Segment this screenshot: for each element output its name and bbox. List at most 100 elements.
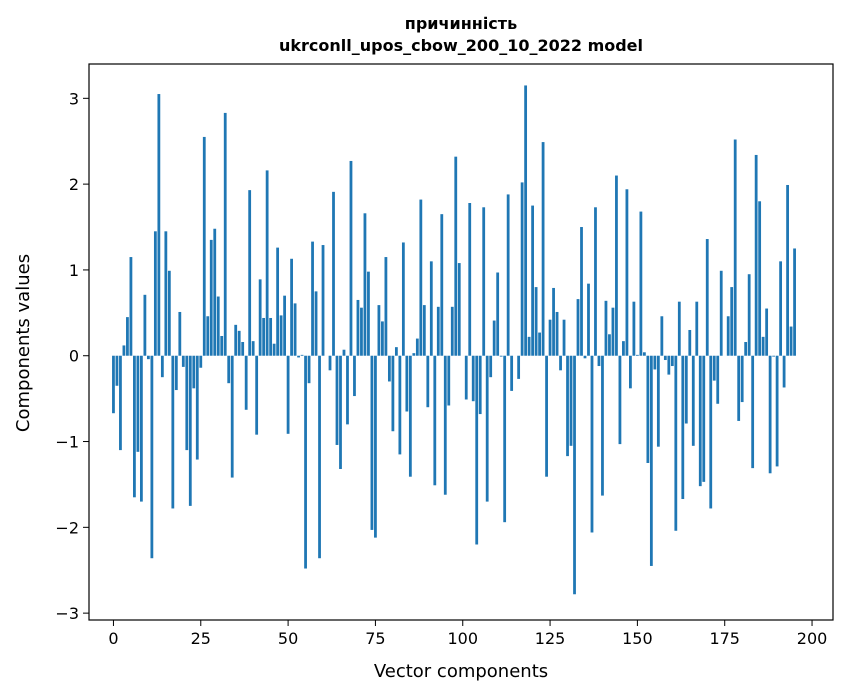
bar <box>258 279 262 356</box>
bar <box>758 201 762 356</box>
x-tick-label: 125 <box>535 629 566 648</box>
bar <box>653 355 657 370</box>
x-tick-label: 25 <box>191 629 211 648</box>
y-tick-label: −1 <box>55 433 79 452</box>
x-axis-ticks: 0 25 50 75 100 125 150 175 200 <box>108 620 827 648</box>
bar <box>290 258 293 356</box>
x-tick-label: 175 <box>709 629 740 648</box>
bar <box>786 184 789 356</box>
bar <box>405 355 409 412</box>
bar <box>436 306 440 356</box>
bar <box>478 355 482 415</box>
bar <box>541 142 545 356</box>
x-tick-label: 75 <box>365 629 385 648</box>
bar <box>705 239 709 356</box>
bar <box>482 207 486 356</box>
bar <box>195 355 199 460</box>
bar <box>520 182 524 356</box>
bar <box>223 112 227 356</box>
bar <box>527 336 531 356</box>
bar <box>209 239 213 356</box>
bar <box>122 345 126 356</box>
bar <box>192 355 196 389</box>
bar <box>300 354 304 356</box>
bar <box>485 355 489 502</box>
bar <box>185 355 189 451</box>
bar <box>688 329 692 356</box>
bar <box>360 307 363 356</box>
bar <box>401 242 405 356</box>
bar-series <box>112 85 796 595</box>
bar <box>782 355 786 388</box>
y-tick-label: −2 <box>55 518 79 537</box>
bar <box>552 287 555 356</box>
bar <box>538 332 541 356</box>
bar <box>112 355 115 414</box>
y-tick-label: −3 <box>55 604 79 623</box>
bar <box>601 355 604 496</box>
bar <box>276 247 280 356</box>
bar <box>597 355 601 367</box>
bar <box>656 355 660 447</box>
bar <box>160 355 164 378</box>
bar <box>199 355 203 368</box>
bar <box>244 355 248 410</box>
bar <box>573 355 576 595</box>
bar <box>304 355 307 569</box>
bar <box>737 355 741 421</box>
bar <box>545 355 548 477</box>
bar <box>440 214 444 356</box>
x-tick-label: 50 <box>278 629 298 648</box>
bar <box>765 308 769 356</box>
bar <box>534 287 538 356</box>
bar <box>269 317 273 356</box>
bar <box>307 355 311 384</box>
bar <box>279 315 283 356</box>
chart-title-line-1: причинність <box>405 14 517 33</box>
bar <box>524 85 528 356</box>
bar <box>496 272 500 356</box>
bar <box>730 287 734 356</box>
bar <box>635 354 639 356</box>
bar <box>311 241 314 356</box>
bar <box>174 355 178 391</box>
bar <box>646 355 650 463</box>
bar <box>454 156 458 356</box>
bar <box>143 294 147 356</box>
bar <box>206 316 210 356</box>
bar <box>639 211 643 356</box>
bar <box>202 136 206 356</box>
bar <box>667 355 671 375</box>
bar <box>712 355 716 381</box>
bar <box>761 336 765 356</box>
bar <box>377 305 381 356</box>
bar <box>353 355 356 397</box>
bar <box>115 355 119 386</box>
bar <box>604 300 608 356</box>
bar <box>408 355 412 477</box>
bar <box>241 342 245 356</box>
bar <box>171 355 175 509</box>
y-tick-label: 2 <box>69 175 79 194</box>
bar <box>213 228 217 356</box>
bar <box>772 355 776 357</box>
x-tick-label: 200 <box>797 629 828 648</box>
bar <box>555 311 559 356</box>
bar <box>415 338 419 356</box>
bar <box>506 194 510 356</box>
bar <box>698 355 702 487</box>
bar <box>629 355 632 389</box>
bar <box>419 199 423 356</box>
bar <box>779 261 783 356</box>
bar <box>234 324 238 356</box>
bar <box>562 319 566 356</box>
bar <box>594 207 597 356</box>
bar <box>265 170 269 356</box>
bar <box>747 274 751 356</box>
x-axis-label: Vector components <box>374 661 548 682</box>
bar <box>126 317 129 356</box>
bar <box>367 271 370 356</box>
bar <box>499 355 503 357</box>
bar <box>286 355 290 434</box>
